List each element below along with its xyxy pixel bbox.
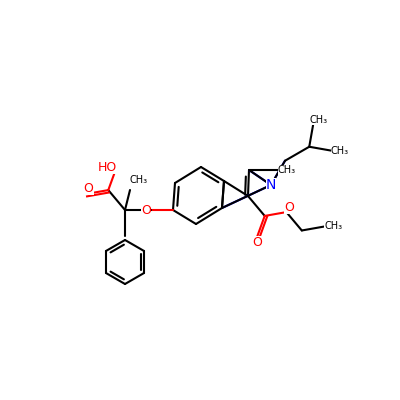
Text: CH₃: CH₃ xyxy=(331,146,349,156)
Text: CH₃: CH₃ xyxy=(130,175,148,185)
Text: CH₃: CH₃ xyxy=(309,115,327,125)
Text: N: N xyxy=(266,178,276,192)
Text: HO: HO xyxy=(98,161,118,174)
Text: CH₃: CH₃ xyxy=(324,221,342,231)
Text: O: O xyxy=(284,200,294,214)
Text: O: O xyxy=(141,204,151,216)
Text: CH₃: CH₃ xyxy=(278,165,296,175)
Text: O: O xyxy=(84,182,94,196)
Text: O: O xyxy=(252,236,262,249)
